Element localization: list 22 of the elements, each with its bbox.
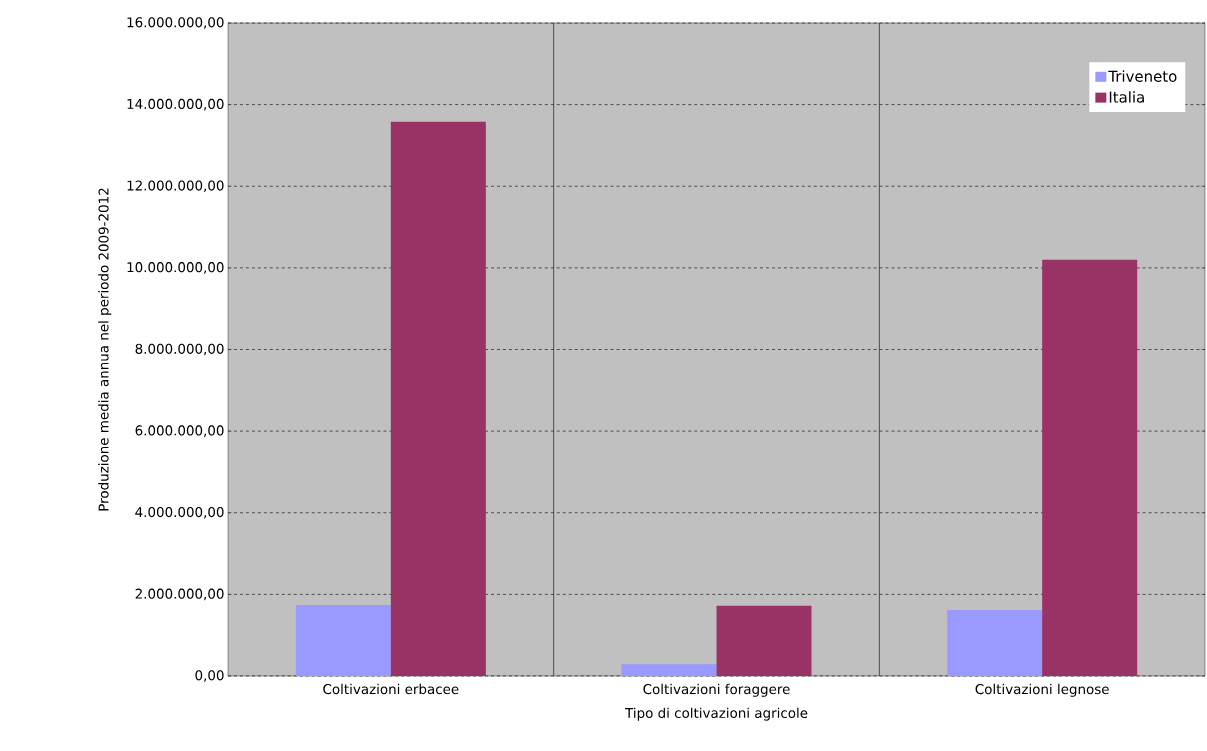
x-tick-label: Coltivazioni foraggere (643, 683, 790, 697)
bar (621, 664, 717, 676)
y-axis-title: Produzione media annua nel periodo 2009-2012 (98, 188, 112, 511)
y-tick-label: 6.000.000,00 (135, 425, 224, 437)
bar (295, 604, 391, 676)
y-tick-label: 2.000.000,00 (135, 588, 224, 601)
y-tick-label: 12.000.000,00 (127, 180, 224, 193)
legend-label: Triveneto (1108, 70, 1177, 82)
bar (390, 121, 486, 676)
y-tick-label: 10.000.000,00 (127, 262, 224, 274)
y-tick-label: 14.000.000,00 (127, 98, 224, 111)
bar (947, 609, 1043, 676)
y-tick-label: 0,00 (195, 670, 224, 682)
bar (716, 605, 812, 676)
y-tick-label: 4.000.000,00 (135, 506, 224, 519)
x-tick-label: Coltivazioni erbacee (323, 683, 459, 695)
legend-label: Italia (1109, 91, 1144, 103)
y-tick-label: 8.000.000,00 (135, 343, 224, 356)
x-tick-label: Coltivazioni legnose (975, 683, 1109, 697)
x-axis-title: Tipo di coltivazioni agricole (624, 707, 808, 721)
y-tick-label: 16.000.000,00 (127, 17, 224, 29)
bar (1042, 259, 1138, 676)
